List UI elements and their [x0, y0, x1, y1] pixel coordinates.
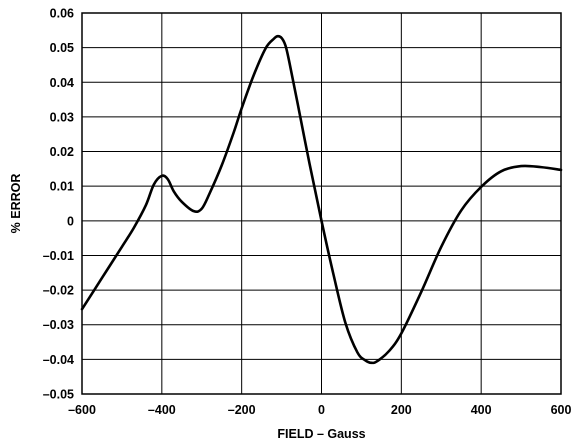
x-tick-label: 600	[551, 403, 572, 417]
plot-frame	[81, 12, 562, 395]
y-tick-label: 0.01	[50, 180, 74, 194]
y-axis-title: % ERROR	[9, 174, 23, 234]
y-tick-label: 0.06	[50, 7, 74, 21]
error-curve	[80, 34, 563, 365]
series-group	[80, 34, 563, 365]
y-tick-label: 0	[67, 214, 74, 228]
y-tick-label: –0.05	[43, 388, 74, 402]
y-tick-label: –0.04	[43, 353, 74, 367]
x-tick-label: –600	[68, 403, 96, 417]
y-tick-label: 0.05	[50, 41, 74, 55]
x-axis-title: FIELD – Gauss	[277, 427, 365, 441]
grid	[81, 12, 562, 395]
x-tick-labels: –600 –400 –200 0 200 400 600	[68, 403, 571, 417]
x-tick-label: –200	[228, 403, 256, 417]
y-tick-label: 0.04	[50, 76, 74, 90]
y-tick-label: –0.01	[43, 249, 74, 263]
x-tick-label: 200	[391, 403, 412, 417]
y-tick-label: –0.03	[43, 318, 74, 332]
y-tick-label: –0.02	[43, 284, 74, 298]
y-tick-labels: 0.06 0.05 0.04 0.03 0.02 0.01 0 –0.01 –0.02 –0.03…	[43, 7, 74, 402]
y-tick-label: 0.03	[50, 110, 74, 124]
x-tick-label: 0	[318, 403, 325, 417]
x-tick-label: –400	[148, 403, 176, 417]
y-tick-label: 0.02	[50, 145, 74, 159]
x-tick-label: 400	[471, 403, 492, 417]
